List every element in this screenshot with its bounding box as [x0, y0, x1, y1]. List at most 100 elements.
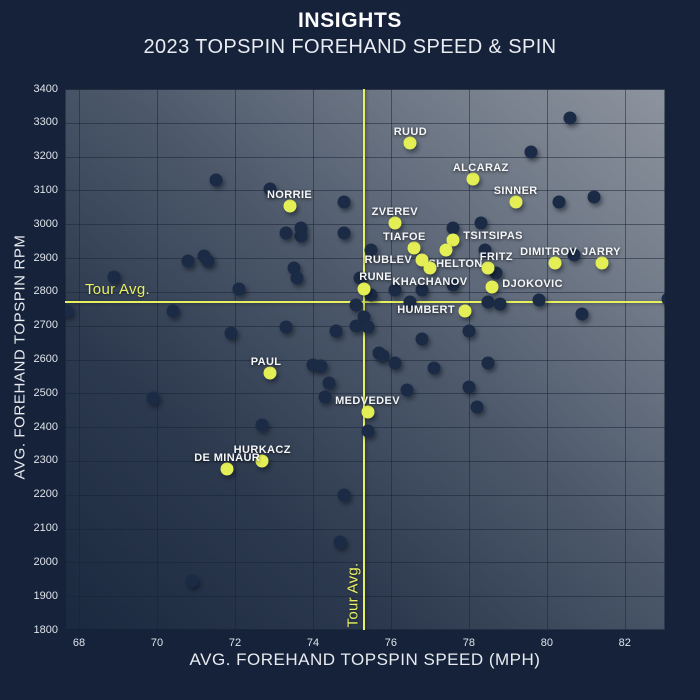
data-point — [563, 111, 577, 125]
player-point-djokovic — [485, 280, 499, 294]
y-tick-label: 3400 — [33, 82, 58, 95]
data-point — [65, 304, 74, 317]
data-point — [337, 488, 351, 502]
data-point — [349, 298, 363, 312]
x-tick-label: 70 — [150, 637, 164, 649]
data-point — [493, 297, 507, 311]
player-point-dimitrov — [548, 256, 562, 270]
tour-average-label-vertical: Tour Avg. — [344, 562, 362, 628]
horizontal-gridline — [65, 393, 665, 395]
data-point — [294, 229, 308, 243]
player-label: DE MINAUR — [194, 452, 261, 465]
horizontal-gridline — [65, 224, 665, 226]
y-tick-label: 3300 — [33, 116, 58, 129]
data-point — [587, 190, 601, 204]
data-point — [314, 359, 328, 373]
y-tick-label: 1800 — [33, 623, 58, 636]
player-point-hurkacz — [255, 454, 269, 468]
data-point — [388, 283, 402, 297]
horizontal-gridline — [65, 122, 665, 124]
data-point — [388, 356, 402, 370]
horizontal-gridline — [65, 562, 665, 564]
data-point — [201, 254, 215, 268]
data-point — [279, 226, 293, 240]
x-tick-label: 78 — [462, 637, 476, 649]
player-label: ALCARAZ — [452, 161, 509, 174]
player-point-alcaraz — [466, 172, 480, 186]
y-tick-label: 3000 — [33, 217, 58, 230]
data-point — [232, 282, 246, 295]
y-tick-label: 3200 — [33, 150, 58, 163]
data-point — [481, 295, 495, 309]
horizontal-gridline — [65, 359, 665, 361]
data-point — [333, 535, 347, 549]
y-tick-label: 2900 — [33, 251, 58, 264]
data-point — [446, 221, 460, 235]
player-label: RUUD — [393, 126, 428, 139]
player-point-tiafoe — [407, 241, 421, 255]
player-point-de-minaur — [220, 462, 234, 476]
player-point-norrie — [283, 199, 297, 213]
horizontal-gridline — [65, 494, 665, 496]
player-point-zverev — [388, 216, 402, 230]
data-point — [427, 361, 441, 375]
horizontal-gridline — [65, 258, 665, 260]
data-point — [364, 243, 378, 257]
chart-title: 2023 TOPSPIN FOREHAND SPEED & SPIN — [143, 36, 557, 58]
data-point — [181, 254, 195, 268]
player-point-tsitsipas — [446, 233, 460, 246]
y-tick-label: 2000 — [33, 555, 58, 568]
x-tick-label: 80 — [540, 637, 554, 649]
x-axis-title: AVG. FOREHAND TOPSPIN SPEED (MPH) — [189, 650, 541, 669]
horizontal-gridline — [65, 89, 665, 90]
player-point-fritz — [481, 261, 495, 275]
player-point-jarry — [595, 256, 608, 270]
data-point — [185, 574, 199, 588]
data-point — [209, 173, 222, 187]
player-label: KHACHANOV — [392, 276, 468, 289]
data-point — [567, 248, 581, 262]
y-tick-label: 2400 — [33, 420, 58, 433]
data-point — [361, 424, 374, 437]
y-tick-label: 2300 — [33, 454, 58, 467]
data-point — [329, 324, 343, 338]
data-point — [337, 226, 351, 240]
player-point-paul — [263, 366, 277, 380]
data-point — [478, 243, 491, 257]
x-tick-label: 72 — [228, 637, 242, 649]
player-label: DIMITROV — [520, 246, 578, 259]
x-tick-label: 76 — [384, 637, 398, 649]
data-point — [255, 418, 269, 432]
x-tick-label: 68 — [72, 637, 86, 649]
data-point — [415, 332, 429, 346]
x-tick-label: 74 — [306, 637, 320, 649]
data-point — [263, 182, 277, 196]
data-point — [376, 349, 390, 363]
player-label: RUBLEV — [364, 253, 413, 266]
player-label: RUNE — [359, 271, 393, 284]
data-point — [474, 216, 488, 230]
y-tick-label: 2800 — [33, 285, 58, 298]
player-label: PAUL — [250, 356, 282, 369]
data-point — [462, 380, 476, 394]
data-point — [224, 326, 238, 339]
y-tick-label: 2500 — [33, 386, 58, 399]
page-title: INSIGHTS — [298, 9, 402, 32]
player-point-humbert — [458, 304, 472, 317]
data-point — [107, 270, 121, 284]
player-label: MEDVEDEV — [335, 394, 400, 407]
horizontal-gridline — [65, 460, 665, 462]
data-point — [661, 292, 665, 306]
player-label: TSITSIPAS — [463, 230, 523, 243]
y-tick-label: 2200 — [33, 488, 58, 501]
player-point-sinner — [509, 195, 523, 209]
data-point — [403, 295, 417, 309]
data-point — [532, 293, 546, 307]
tour-average-speed-line — [362, 89, 365, 630]
player-label: NORRIE — [266, 188, 313, 201]
player-point-medvedev — [361, 405, 374, 419]
data-point — [524, 145, 538, 159]
data-point — [349, 319, 363, 333]
player-point-ruud — [403, 136, 417, 150]
